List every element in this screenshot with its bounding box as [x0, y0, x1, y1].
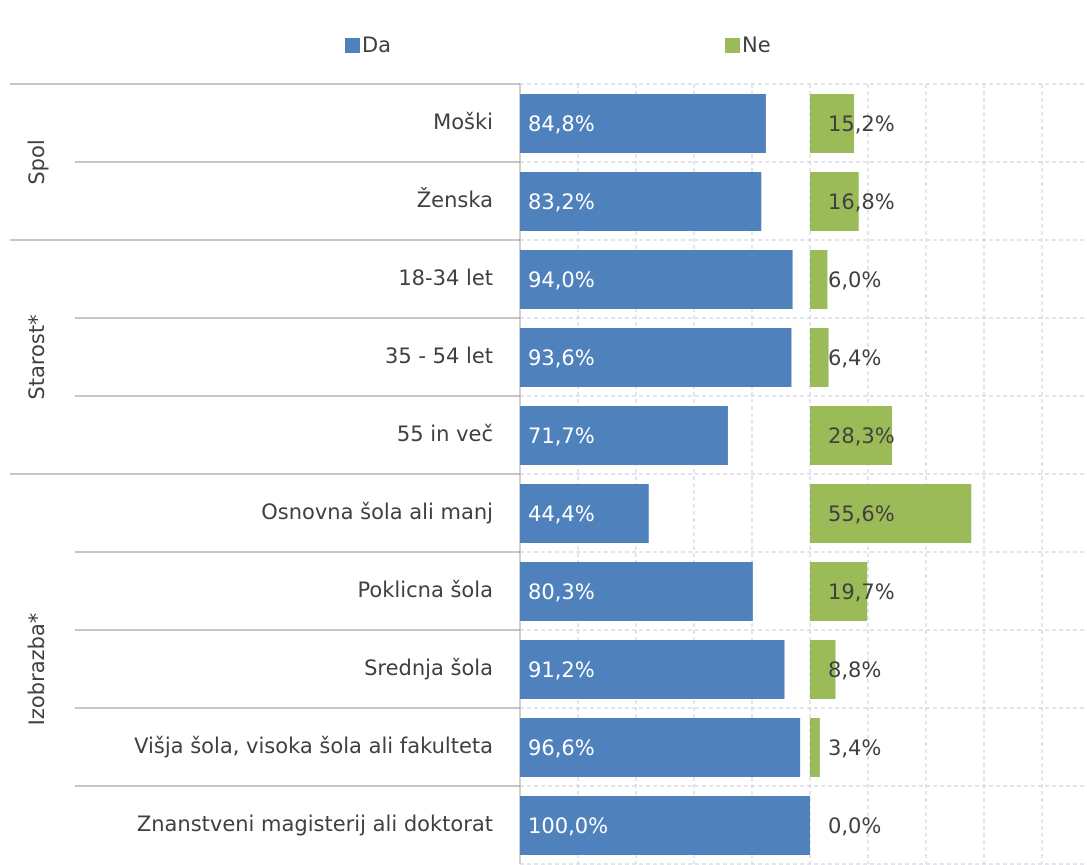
- legend-label: Ne: [742, 33, 771, 57]
- category-label: Poklicna šola: [358, 578, 494, 602]
- bar: [810, 562, 868, 621]
- category-label: Višja šola, visoka šola ali fakulteta: [134, 734, 493, 758]
- data-label: 15,2%: [828, 112, 895, 136]
- data-label: 91,2%: [528, 658, 595, 682]
- bar: [520, 796, 810, 855]
- legend-swatch: [345, 38, 360, 53]
- bar: [810, 172, 859, 231]
- bar: [520, 718, 801, 777]
- data-label: 84,8%: [528, 112, 595, 136]
- bar: [520, 328, 792, 387]
- group-label: Spol: [25, 139, 49, 184]
- data-label: 6,0%: [828, 268, 881, 292]
- bar: [810, 718, 820, 777]
- data-label: 100,0%: [528, 814, 608, 838]
- data-label: 44,4%: [528, 502, 595, 526]
- category-label: 18-34 let: [398, 266, 493, 290]
- data-label: 8,8%: [828, 658, 881, 682]
- category-label: Srednja šola: [364, 656, 493, 680]
- data-label: 0,0%: [828, 814, 881, 838]
- bar: [810, 250, 828, 309]
- category-label: Ženska: [417, 187, 493, 212]
- bar: [810, 328, 829, 387]
- data-label: 83,2%: [528, 190, 595, 214]
- data-label: 80,3%: [528, 580, 595, 604]
- bar: [520, 640, 785, 699]
- data-label: 6,4%: [828, 346, 881, 370]
- bar: [810, 406, 893, 465]
- category-label: Znanstveni magisterij ali doktorat: [137, 812, 493, 836]
- data-label: 3,4%: [828, 736, 881, 760]
- bar: [520, 562, 753, 621]
- data-label: 55,6%: [828, 502, 895, 526]
- bar: [810, 484, 972, 543]
- data-label: 93,6%: [528, 346, 595, 370]
- group-label: Starost*: [25, 314, 49, 399]
- legend-swatch: [725, 38, 740, 53]
- legend-label: Da: [362, 33, 391, 57]
- category-label: Moški: [433, 110, 493, 134]
- data-label: 28,3%: [828, 424, 895, 448]
- data-label: 96,6%: [528, 736, 595, 760]
- group-label: Izobrazba*: [25, 613, 49, 726]
- bar: [520, 94, 766, 153]
- data-label: 16,8%: [828, 190, 895, 214]
- bar: [520, 406, 728, 465]
- data-label: 19,7%: [828, 580, 895, 604]
- bar: [520, 250, 793, 309]
- category-label: Osnovna šola ali manj: [261, 500, 493, 524]
- bar: [520, 172, 762, 231]
- category-label: 55 in več: [397, 422, 493, 446]
- data-label: 94,0%: [528, 268, 595, 292]
- bar: [520, 484, 649, 543]
- bar: [810, 640, 836, 699]
- bar: [810, 94, 855, 153]
- category-label: 35 - 54 let: [385, 344, 493, 368]
- data-label: 71,7%: [528, 424, 595, 448]
